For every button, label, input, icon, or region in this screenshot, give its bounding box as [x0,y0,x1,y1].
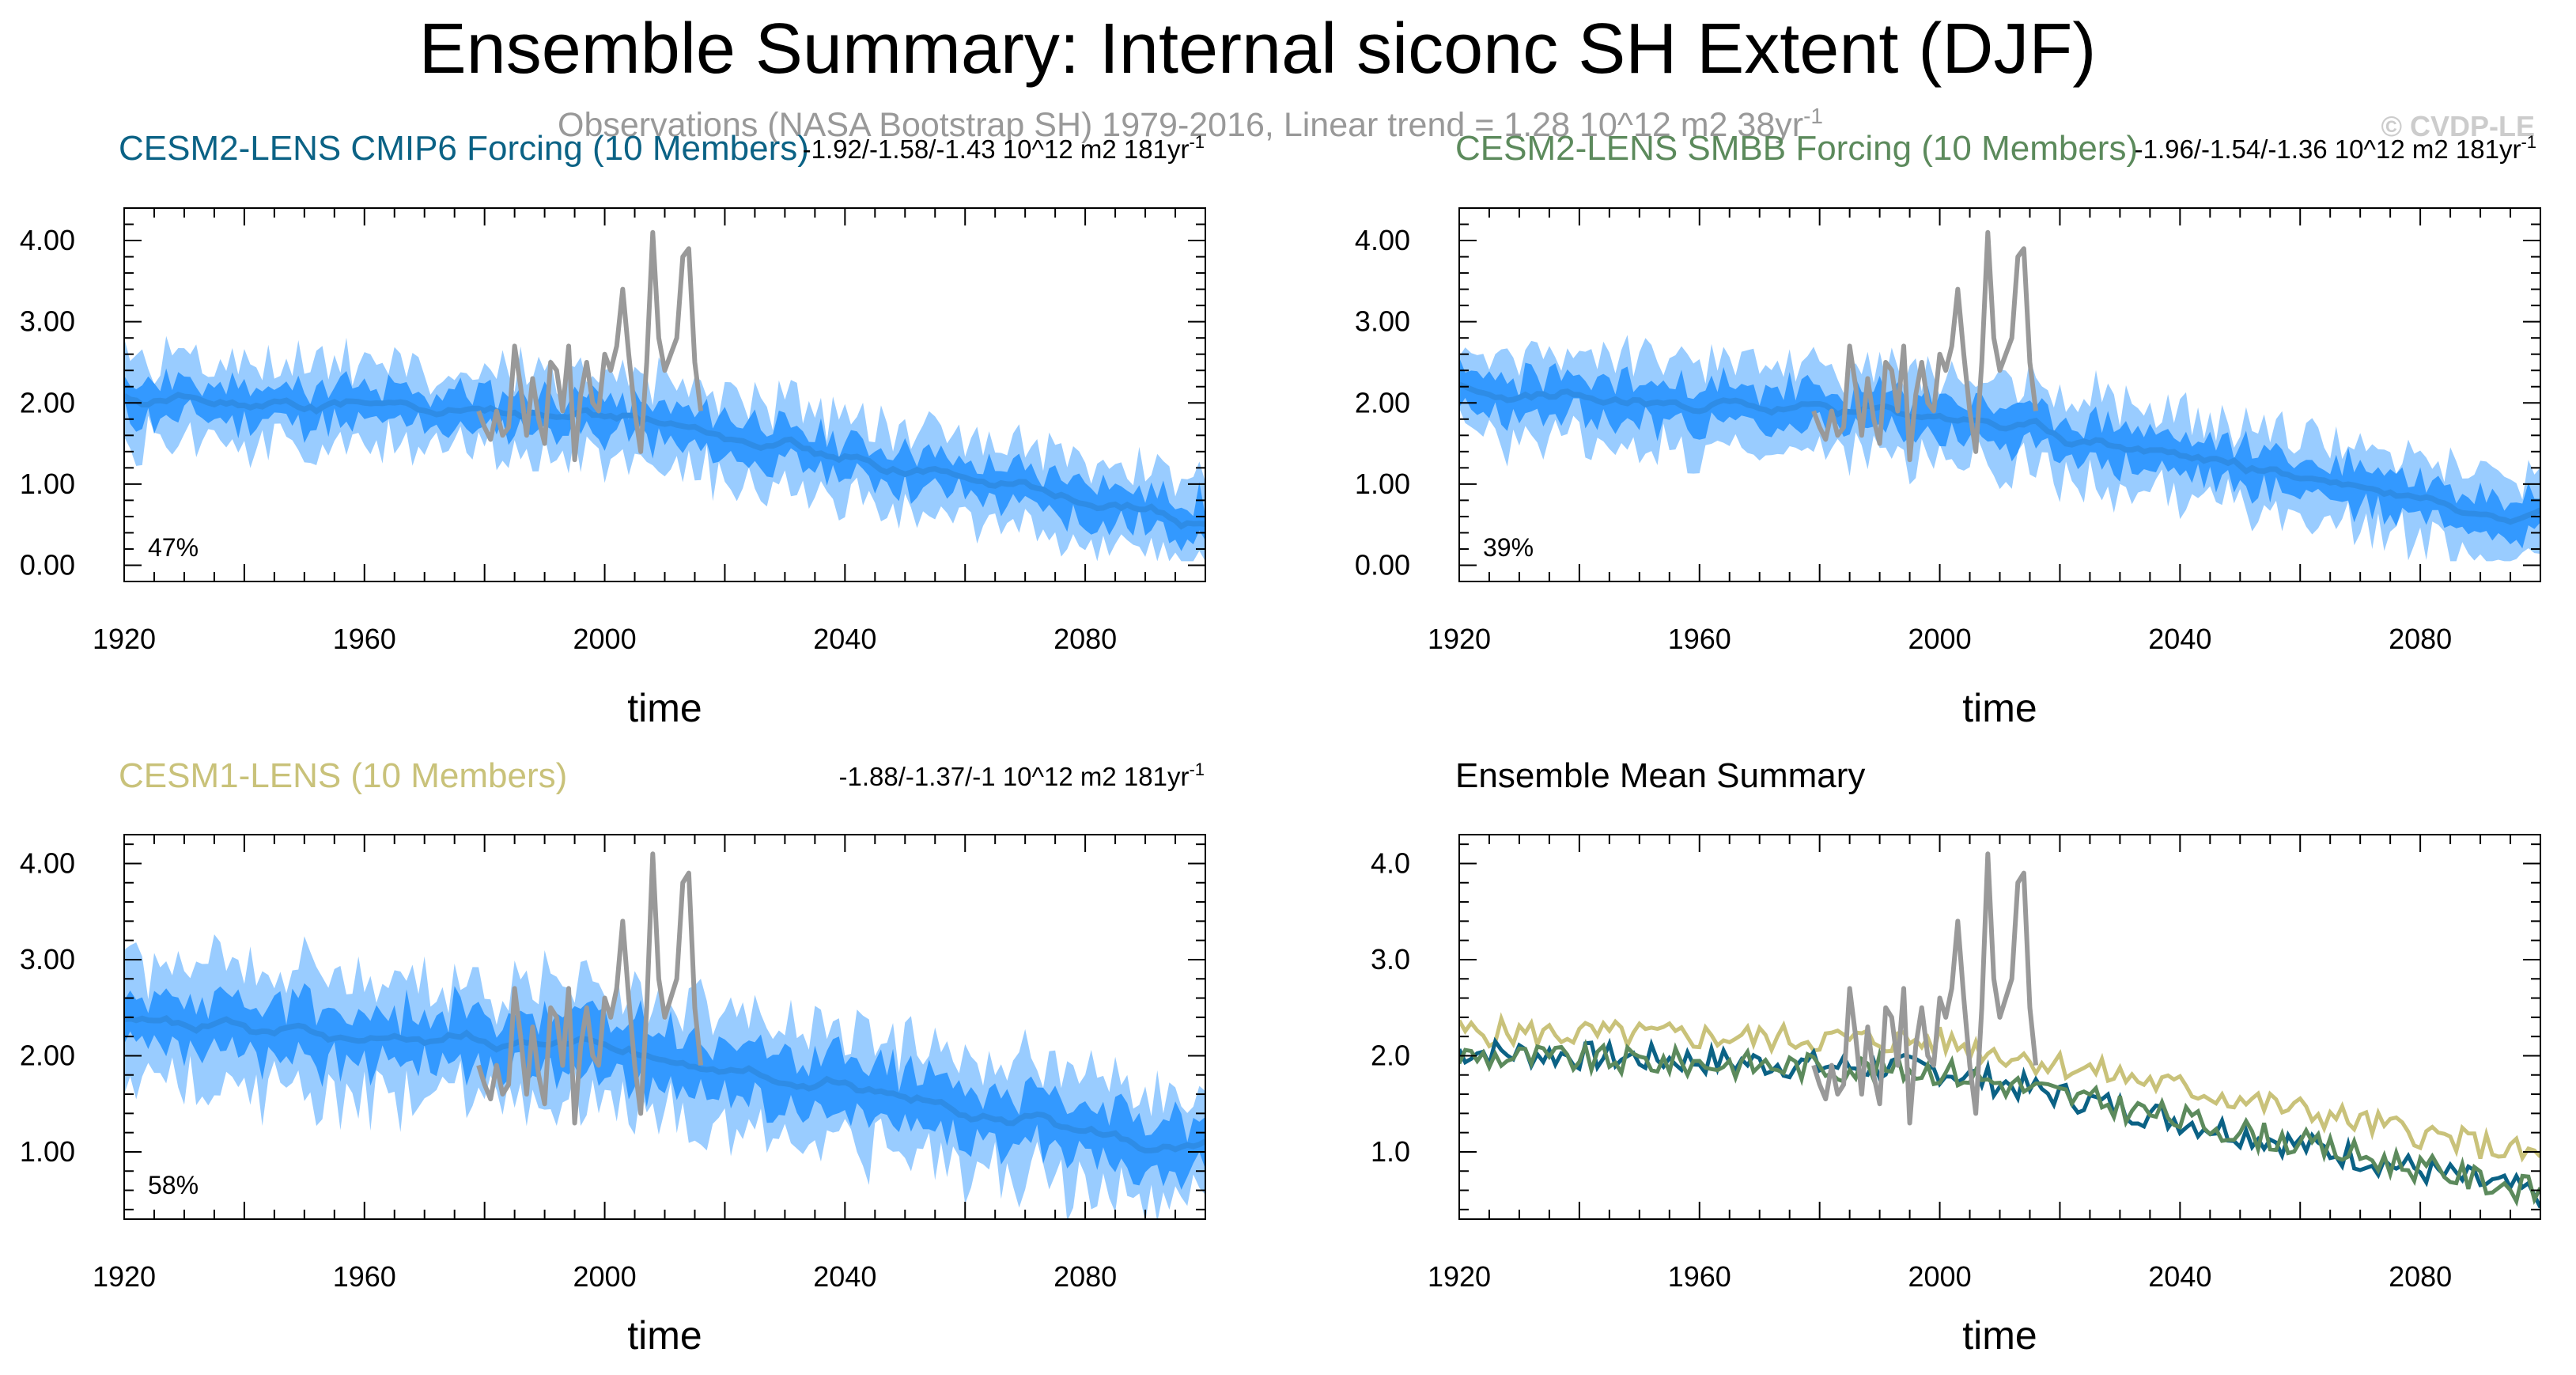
trend-label: -1.96/-1.54/-1.36 10^12 m2 181yr-1 [2135,132,2536,164]
x-tick-label: 2000 [1908,1260,1972,1293]
x-tick-label: 2000 [1908,623,1972,655]
x-tick-label: 2080 [1053,1260,1117,1293]
x-axis-label: time [1962,1313,2037,1358]
panel-cesm1-lens: CESM1-LENS (10 Members) -1.88/-1.37/-1 10… [20,756,1206,1358]
trend-label-sup: -1 [1189,132,1205,152]
panel-title: CESM2-LENS CMIP6 Forcing (10 Members) [119,129,809,168]
percent-label: 39% [1483,533,1534,562]
ensemble-iqr-band [124,368,1205,551]
y-tick-label: 1.00 [1355,468,1410,500]
trend-label: -1.92/-1.58/-1.43 10^12 m2 181yr-1 [803,132,1205,164]
observations-line [1811,229,2039,463]
y-tick-label: 3.00 [1355,305,1410,338]
y-tick-label: 2.0 [1371,1039,1410,1071]
x-tick-label: 1920 [1428,623,1491,655]
plot-area [124,229,1205,562]
x-tick-label: 1920 [1428,1260,1491,1293]
y-tick-label: 3.00 [20,305,75,338]
figure-subtitle-sup: -1 [1803,104,1823,128]
x-axis-label: time [627,686,702,730]
x-tick-label: 1920 [93,1260,156,1293]
y-tick-label: 1.00 [20,1135,75,1168]
panel-cesm2-smbb: CESM2-LENS SMBB Forcing (10 Members)-1.9… [1355,129,2541,730]
figure-subtitle: Observations (NASA Bootstrap SH) 1979-20… [558,104,1823,144]
y-tick-label: 2.00 [1355,386,1410,419]
panel-cesm2-cmip6: CESM2-LENS CMIP6 Forcing (10 Members)-1.… [20,129,1206,730]
panel-title: Ensemble Mean Summary [1455,756,1865,795]
y-tick-label: 0.00 [20,548,75,581]
ensemble-mean-line [124,1014,1205,1153]
y-tick-label: 4.00 [20,847,75,879]
trend-label-text: -1.96/-1.54/-1.36 10^12 m2 181yr [2135,134,2521,164]
y-tick-label: 1.00 [20,468,75,500]
watermark: © CVDP-LE [2381,110,2535,142]
panel-title: CESM2-LENS SMBB Forcing (10 Members) [1455,129,2138,168]
figure-subtitle-text: Observations (NASA Bootstrap SH) 1979-20… [558,106,1803,144]
y-tick-label: 2.00 [20,1039,75,1071]
y-tick-label: 0.00 [1355,548,1410,581]
y-tick-label: 4.0 [1371,847,1410,879]
figure-title: Ensemble Summary: Internal siconc SH Ext… [419,9,2097,89]
y-tick-label: 4.00 [20,224,75,256]
x-tick-label: 2000 [573,1260,637,1293]
panel-ensemble-mean-summary: Ensemble Mean Summary 1920 1960 2000 2040 208… [1371,756,2541,1358]
y-tick-label: 4.00 [1355,224,1410,256]
x-tick-label: 2080 [1053,623,1117,655]
ensemble-mean-line [1459,381,2540,525]
ensemble-mean-line [124,392,1205,530]
trend-label-sup: -1 [1189,759,1205,779]
x-tick-label: 2040 [813,623,876,655]
trend-label-sup: -1 [2521,132,2536,152]
x-tick-label: 2000 [573,623,637,655]
x-tick-label: 2080 [2389,623,2452,655]
series-line-cesm2-lens-smbb [1459,1038,2540,1207]
x-axis-label: time [1962,686,2037,730]
x-tick-label: 1960 [1668,1260,1731,1293]
trend-label-text: -1.88/-1.37/-1 10^12 m2 181yr [839,762,1190,791]
x-tick-label: 1960 [333,1260,396,1293]
x-tick-label: 2040 [813,1260,876,1293]
panel-title: CESM1-LENS (10 Members) [119,756,567,795]
x-tick-label: 2040 [2148,1260,2211,1293]
x-tick-label: 2040 [2148,623,2211,655]
trend-label-text: -1.92/-1.58/-1.43 10^12 m2 181yr [803,134,1190,164]
plot-area [1459,851,2540,1209]
observations-line [1811,851,2039,1126]
x-tick-label: 1960 [333,623,396,655]
y-tick-label: 3.00 [20,943,75,975]
x-tick-label: 1920 [93,623,156,655]
x-tick-label: 2080 [2389,1260,2452,1293]
ensemble-iqr-band [1459,357,2540,549]
plot-area [1459,229,2540,562]
y-tick-label: 1.0 [1371,1135,1410,1168]
observations-line [476,851,704,1126]
series-line-cesm1-lens [1459,1012,2540,1163]
y-tick-label: 3.0 [1371,943,1410,975]
plot-area [124,851,1205,1219]
percent-label: 47% [148,533,199,562]
x-axis-label: time [627,1313,702,1358]
percent-label: 58% [148,1171,199,1199]
x-tick-label: 1960 [1668,623,1731,655]
y-tick-label: 2.00 [20,386,75,419]
trend-label: -1.88/-1.37/-1 10^12 m2 181yr-1 [839,759,1205,791]
observations-line [476,229,704,463]
